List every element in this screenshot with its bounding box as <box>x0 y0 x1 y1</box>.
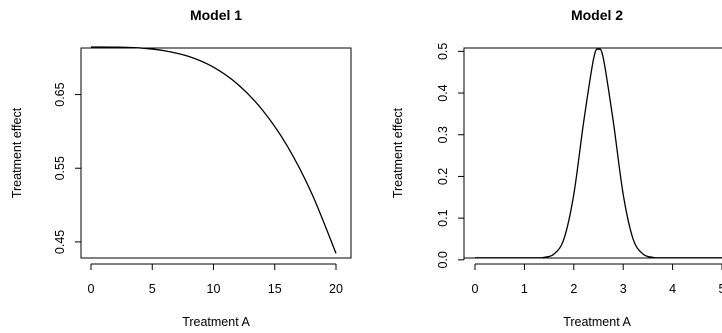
y-tick-label: 0.55 <box>53 156 67 180</box>
y-tick-label: 0.3 <box>436 126 450 143</box>
chart-title: Model 1 <box>190 7 242 23</box>
series-line <box>90 46 337 254</box>
y-tick-label: 0.0 <box>436 251 450 268</box>
chart-panel-model-1: Model 1 Treatment A Treatment effect 0 5 1… <box>10 7 352 329</box>
y-tick-label: 0.45 <box>53 230 67 254</box>
x-tick-label: 3 <box>620 282 627 296</box>
x-tick-label: 0 <box>88 282 95 296</box>
x-tick-label: 2 <box>570 282 577 296</box>
plot-frame <box>463 47 722 259</box>
x-tick-label: 1 <box>521 282 528 296</box>
plot-frame <box>80 47 352 259</box>
y-axis-label: Treatment effect <box>391 107 405 198</box>
y-tick-label: 0.1 <box>436 209 450 226</box>
x-tick-label: 5 <box>149 282 156 296</box>
series-layer <box>474 48 722 259</box>
x-tick-label: 4 <box>669 282 676 296</box>
x-tick-label: 5 <box>719 282 722 296</box>
x-axis-label: Treatment A <box>182 315 250 329</box>
x-tick-label: 15 <box>268 282 282 296</box>
y-tick-label: 0.4 <box>436 84 450 101</box>
axis-ticks: 0 1 2 3 4 5 0.0 0.1 0.2 0.3 0.4 0.5 <box>436 43 722 296</box>
y-tick-label: 0.5 <box>436 43 450 60</box>
y-tick-label: 0.2 <box>436 168 450 185</box>
x-tick-label: 20 <box>329 282 343 296</box>
series-layer <box>90 46 337 254</box>
y-axis-label: Treatment effect <box>10 107 24 198</box>
chart-panel-model-2: Model 2 Treatment A Treatment effect 0 1 2… <box>391 7 722 329</box>
x-axis-label: Treatment A <box>563 315 631 329</box>
x-tick-label: 10 <box>207 282 221 296</box>
axis-ticks: 0 5 10 15 20 0.45 0.55 0.65 <box>53 82 343 296</box>
series-line <box>474 48 722 259</box>
chart-title: Model 2 <box>571 7 623 23</box>
x-tick-label: 0 <box>472 282 479 296</box>
y-tick-label: 0.65 <box>53 82 67 106</box>
